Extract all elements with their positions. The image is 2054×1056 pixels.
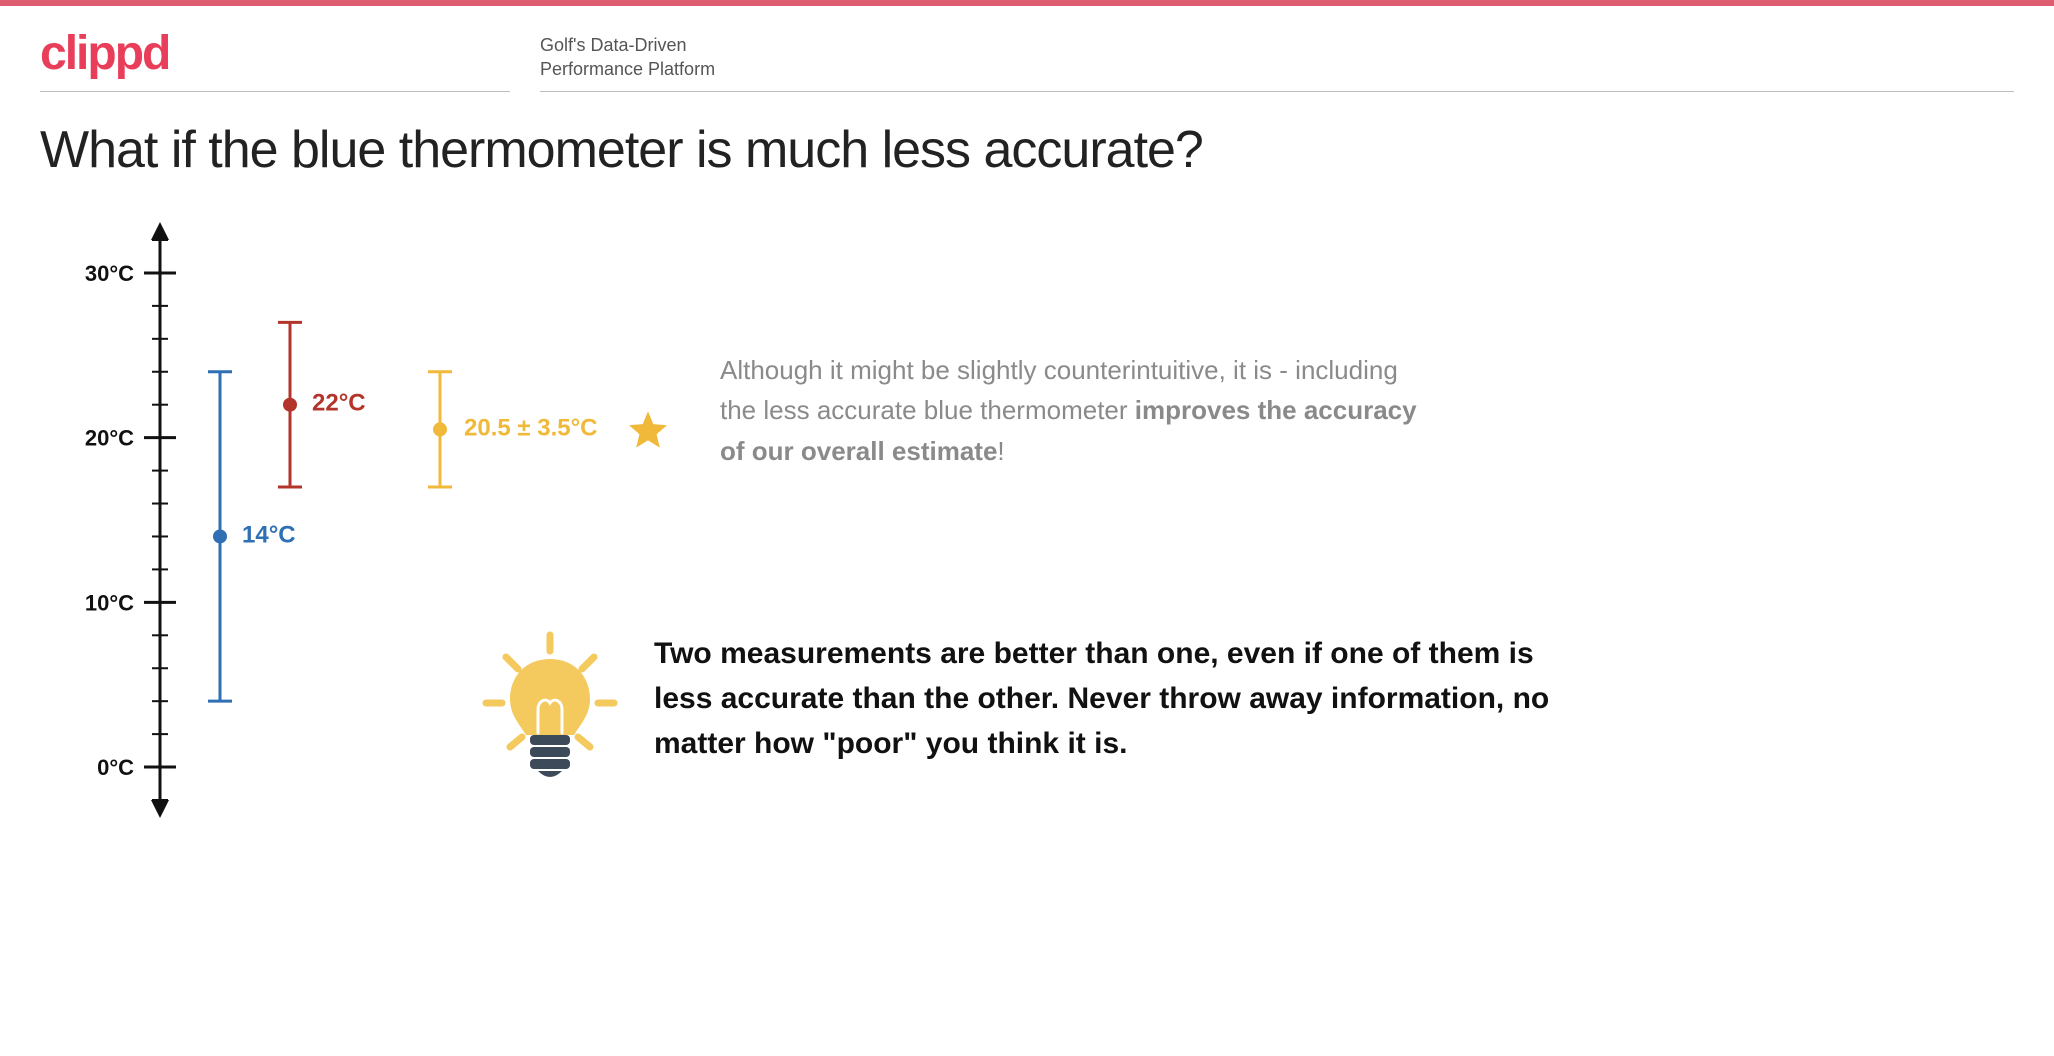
svg-text:14°C: 14°C bbox=[242, 521, 296, 548]
svg-text:0°C: 0°C bbox=[97, 755, 134, 780]
slide-title: What if the blue thermometer is much les… bbox=[0, 92, 2054, 190]
svg-text:10°C: 10°C bbox=[85, 590, 134, 615]
takeaway-row: Two measurements are better than one, ev… bbox=[480, 631, 2014, 791]
svg-text:20.5 ± 3.5°C: 20.5 ± 3.5°C bbox=[464, 414, 598, 441]
tagline-line-1: Golf's Data-Driven bbox=[540, 34, 2014, 57]
svg-text:22°C: 22°C bbox=[312, 390, 366, 417]
tagline-line-2: Performance Platform bbox=[540, 58, 2014, 81]
chart-column: 0°C 10°C 20°C 30°C 14°C 22°C 20.5 ± 3.5°C bbox=[40, 210, 680, 830]
svg-text:30°C: 30°C bbox=[85, 261, 134, 286]
takeaway-text: Two measurements are better than one, ev… bbox=[654, 631, 1554, 766]
svg-text:20°C: 20°C bbox=[85, 426, 134, 451]
content-row: 0°C 10°C 20°C 30°C 14°C 22°C 20.5 ± 3.5°C Alth… bbox=[0, 190, 2054, 850]
logo-block: clippd bbox=[40, 26, 510, 92]
explanation-paragraph: Although it might be slightly counterint… bbox=[720, 350, 1440, 471]
explain-post: ! bbox=[997, 436, 1004, 466]
brand-logo: clippd bbox=[40, 27, 169, 80]
header: clippd Golf's Data-Driven Performance Pl… bbox=[0, 6, 2054, 92]
brand-tagline: Golf's Data-Driven Performance Platform bbox=[540, 34, 2014, 92]
text-column: Although it might be slightly counterint… bbox=[720, 210, 2014, 830]
thermometer-chart: 0°C 10°C 20°C 30°C 14°C 22°C 20.5 ± 3.5°C bbox=[40, 210, 680, 830]
